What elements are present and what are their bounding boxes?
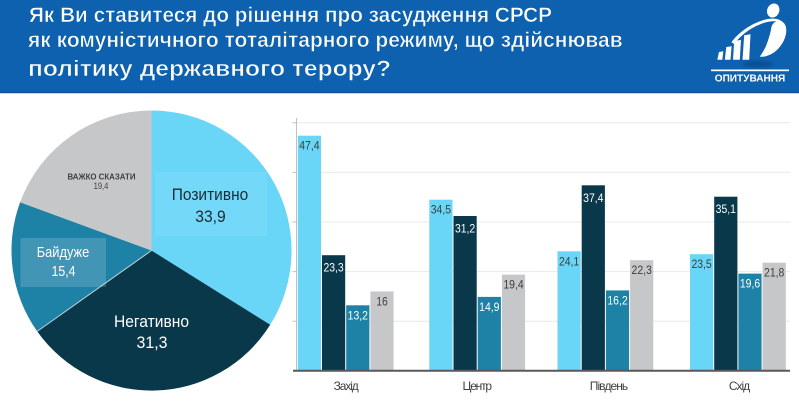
svg-text:Захід: Захід (334, 379, 359, 393)
svg-text:23,3: 23,3 (323, 263, 343, 275)
svg-text:ВАЖКО СКАЗАТИ: ВАЖКО СКАЗАТИ (68, 173, 136, 182)
svg-text:24,1: 24,1 (559, 256, 579, 268)
svg-text:35,1: 35,1 (716, 204, 736, 216)
svg-text:Позитивно: Позитивно (172, 186, 249, 204)
svg-text:23,5: 23,5 (691, 259, 711, 271)
svg-text:ОПИТУВАННЯ: ОПИТУВАННЯ (715, 73, 786, 85)
svg-text:Негативно: Негативно (114, 313, 189, 331)
svg-text:Південь: Південь (590, 379, 628, 393)
svg-text:31,3: 31,3 (137, 334, 168, 352)
svg-text:19,4: 19,4 (94, 181, 109, 191)
svg-text:політику державного терору?: політику державного терору? (28, 56, 391, 81)
svg-text:37,4: 37,4 (583, 193, 604, 205)
svg-text:31,2: 31,2 (455, 224, 475, 236)
svg-text:як комуністичного тоталітарно: як комуністичного тоталітарного режиму, … (27, 29, 623, 52)
svg-text:16: 16 (376, 296, 388, 308)
svg-text:Як Ви ставитеся до рішення про: Як Ви ставитеся до рішення про засудженн… (29, 4, 552, 27)
svg-text:14,9: 14,9 (479, 302, 499, 314)
svg-text:21,8: 21,8 (764, 268, 784, 280)
svg-text:22,3: 22,3 (632, 265, 652, 277)
svg-text:13,2: 13,2 (348, 310, 368, 322)
svg-text:Схід: Схід (729, 379, 750, 393)
svg-text:47,4: 47,4 (299, 141, 320, 153)
svg-text:Байдуже: Байдуже (37, 245, 90, 261)
svg-text:34,5: 34,5 (431, 205, 451, 217)
svg-text:15,4: 15,4 (52, 264, 76, 280)
svg-text:33,9: 33,9 (195, 208, 226, 226)
svg-text:19,4: 19,4 (503, 280, 524, 292)
svg-text:19,6: 19,6 (740, 279, 760, 291)
svg-text:16,2: 16,2 (607, 295, 627, 307)
svg-text:Центр: Центр (463, 379, 493, 393)
